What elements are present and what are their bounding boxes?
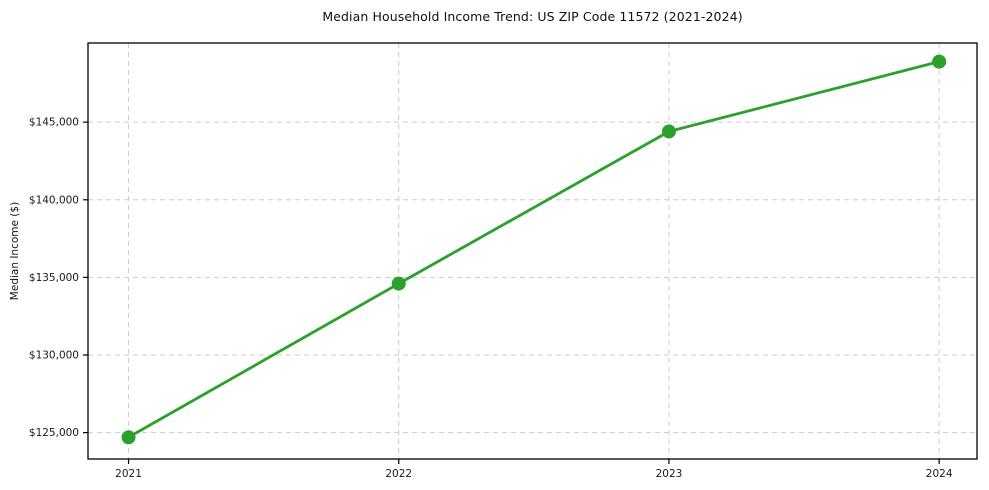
x-tick-label: 2021 xyxy=(115,468,142,480)
x-tick-label: 2024 xyxy=(926,468,953,480)
y-tick-label: $135,000 xyxy=(29,272,79,284)
x-tick-label: 2023 xyxy=(656,468,683,480)
trend-line xyxy=(127,60,941,439)
data-point xyxy=(932,54,947,69)
y-tick-label: $145,000 xyxy=(29,117,79,129)
x-tick-label: 2022 xyxy=(385,468,412,480)
y-tick-label: $140,000 xyxy=(29,194,79,206)
y-tick-label: $125,000 xyxy=(29,427,79,439)
chart-title: Median Household Income Trend: US ZIP Co… xyxy=(322,9,743,24)
data-point xyxy=(661,124,676,139)
data-point xyxy=(391,276,406,291)
data-point xyxy=(121,430,136,445)
plot-border xyxy=(87,42,978,460)
y-axis-label: Median Income ($) xyxy=(9,201,21,301)
y-tick-label: $130,000 xyxy=(29,350,79,362)
